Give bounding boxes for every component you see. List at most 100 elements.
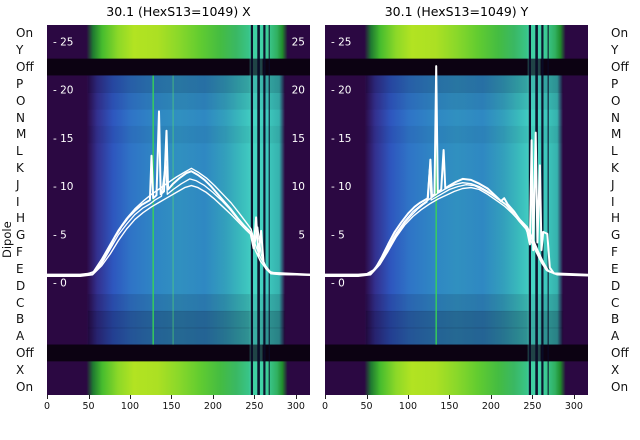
row-label: L — [16, 144, 23, 159]
heatmap-row — [325, 310, 588, 329]
row-label: O — [16, 93, 26, 108]
x-tick — [171, 395, 173, 399]
value-tick-label: - 15 — [331, 133, 352, 145]
heatmap-vline — [172, 75, 174, 345]
x-tick — [254, 395, 256, 399]
row-label: Off — [611, 346, 629, 360]
row-label: G — [611, 228, 621, 243]
trace-line — [47, 167, 310, 276]
row-label: Y — [16, 43, 24, 58]
heatmap-svg: - 25 - 20 - 15 - 10 - 5 - 0 25 20 15 10 5 — [47, 25, 310, 395]
x-tick — [47, 395, 48, 399]
heatmap-row — [325, 277, 588, 295]
trace-line — [325, 181, 588, 277]
heatmap-row — [47, 260, 310, 278]
heatmap-vline — [152, 75, 154, 345]
row-label: J — [16, 177, 20, 192]
x-tick — [130, 395, 131, 399]
x-tick — [573, 395, 575, 399]
heatmap-row — [47, 327, 310, 346]
value-tick-label: - 10 — [331, 181, 352, 193]
row-label: N — [16, 110, 25, 125]
x-tick-label: 300 — [286, 401, 305, 412]
value-tick-label: - 25 — [53, 37, 74, 49]
row-label: H — [16, 211, 26, 226]
heatmap-row — [47, 75, 310, 93]
row-label: X — [611, 362, 620, 377]
value-tick-label: - 5 — [53, 229, 67, 241]
row-label: F — [16, 245, 23, 259]
row-label: F — [611, 245, 618, 259]
value-tick-label: - 20 — [53, 85, 74, 97]
row-label: E — [16, 261, 24, 276]
row-label: Off — [16, 60, 34, 74]
x-tick-label: 250 — [245, 401, 264, 412]
heatmap-row — [47, 361, 310, 379]
heatmap-svg: - 25 - 20 - 15 - 10 - 5 - 0 — [325, 25, 588, 395]
row-label: J — [611, 177, 615, 192]
x-tick — [532, 395, 534, 399]
heatmap-row — [325, 361, 588, 379]
heatmap-row — [47, 226, 310, 245]
row-label: B — [16, 312, 25, 327]
heatmap-row — [47, 344, 310, 362]
heatmap-row — [325, 294, 588, 312]
row-label: On — [16, 26, 34, 41]
x-tick — [295, 395, 297, 399]
row-label: P — [16, 76, 24, 91]
row-label: N — [611, 110, 620, 125]
heatmap-row — [47, 125, 310, 144]
heatmap-row — [325, 125, 588, 144]
row-label: I — [611, 194, 615, 209]
x-tick — [325, 395, 326, 399]
value-tick-label: - 5 — [331, 229, 345, 241]
row-label: K — [611, 161, 619, 175]
row-label: On — [611, 26, 629, 41]
row-label: X — [16, 362, 25, 377]
heatmap-row — [47, 25, 310, 43]
x-tick-label: 150 — [440, 401, 459, 412]
heatmap-row — [47, 193, 310, 211]
heatmap-row — [325, 41, 588, 60]
heatmap-row — [47, 159, 310, 177]
heatmap-row — [325, 142, 588, 161]
row-label: On — [611, 379, 629, 394]
row-label: G — [16, 228, 26, 243]
heatmap-row — [47, 277, 310, 295]
row-label: C — [611, 295, 620, 310]
row-label: H — [611, 211, 621, 226]
x-tick — [88, 395, 90, 399]
heatmap-row — [325, 344, 588, 362]
row-label: M — [16, 127, 27, 142]
value-tick-label: - 20 — [331, 85, 352, 97]
heatmap-row — [47, 378, 310, 395]
value-tick-label-right: 25 — [292, 37, 305, 49]
x-tick-label: 0 — [43, 401, 51, 412]
heatmap-vline — [541, 25, 544, 395]
plot-y: 30.1 (HexS13=1049) Y - 25 - 20 - 15 - 10 - 5… — [322, 4, 588, 412]
heatmap-vline — [268, 25, 270, 395]
x-tick-label: 0 — [321, 401, 329, 412]
heatmap-row — [325, 378, 588, 395]
value-tick-label-right: 15 — [292, 133, 305, 145]
x-tick-label: 50 — [82, 401, 95, 412]
value-tick-label-right: 5 — [298, 229, 305, 241]
row-label: O — [611, 93, 621, 108]
value-tick-label: - 10 — [53, 181, 74, 193]
heatmap-row — [47, 41, 310, 60]
row-label: A — [16, 329, 25, 344]
trace-line — [325, 186, 588, 278]
x-tick-label: 150 — [162, 401, 181, 412]
x-tick-label: 100 — [398, 401, 418, 412]
plot-y-xaxis: 0 50 100 150 200 250 300 — [321, 395, 588, 425]
value-tick-label-right: 10 — [292, 181, 305, 193]
x-tick-label: 50 — [360, 401, 373, 412]
value-tick-label-right: 20 — [292, 85, 305, 97]
x-tick — [212, 395, 214, 399]
plot-x-xaxis: 0 50 100 150 200 250 300 — [43, 395, 310, 425]
trace-line — [47, 161, 310, 277]
heatmap-row — [325, 75, 588, 93]
row-label: Y — [611, 43, 619, 58]
x-tick-label: 100 — [120, 401, 140, 412]
